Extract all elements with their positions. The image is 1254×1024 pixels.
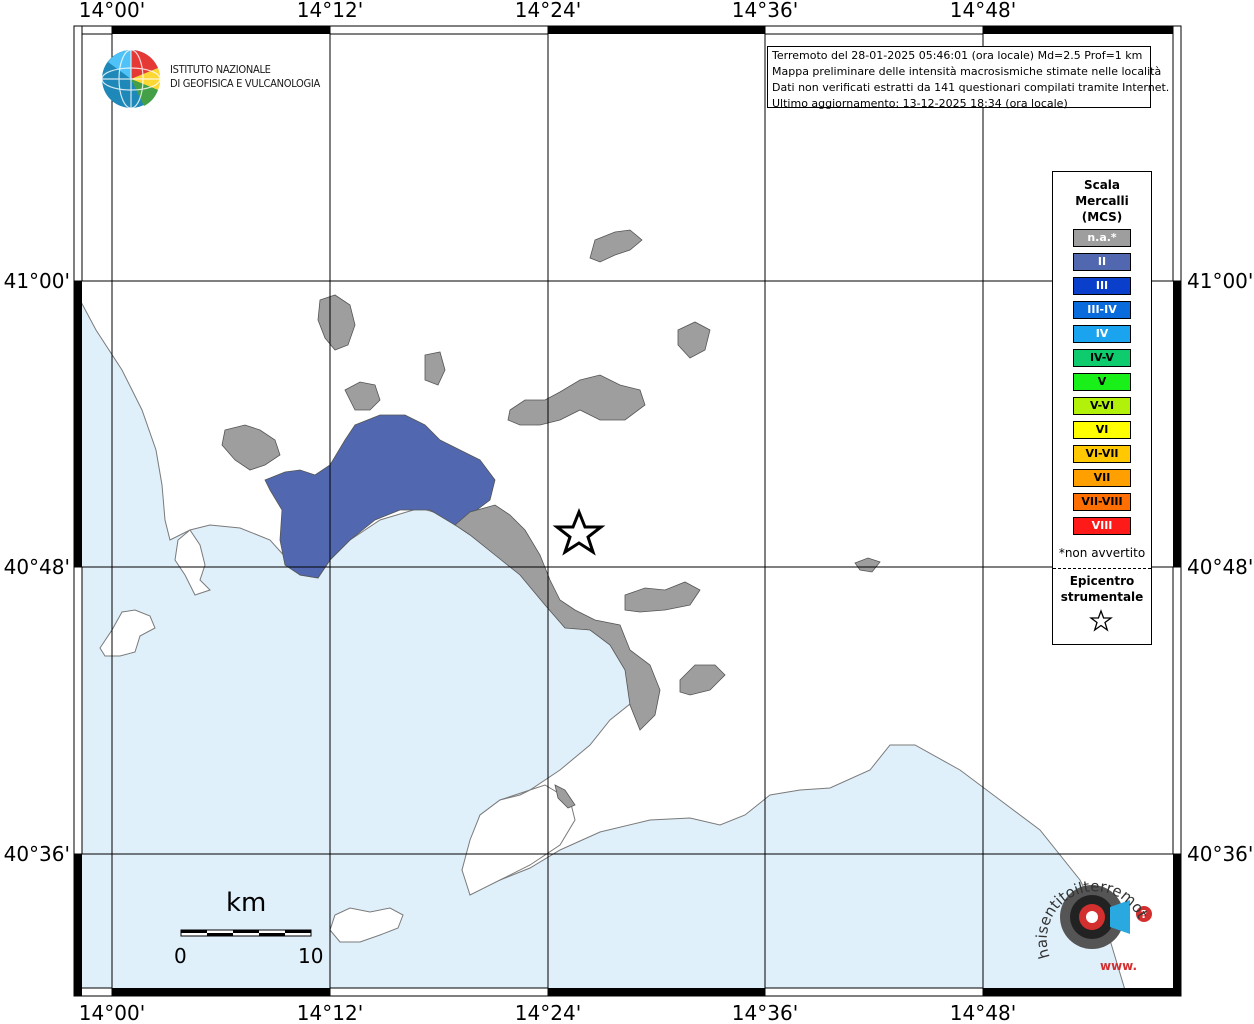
lon-label-bottom-1: 14°12' xyxy=(297,1001,363,1024)
scale-bar-min: 0 xyxy=(174,944,187,968)
ingv-logo-line2: DI GEOFISICA E VULCANOLOGIA xyxy=(170,77,320,90)
legend-title-line3: (MCS) xyxy=(1081,210,1123,224)
lat-label-right-2: 40°36' xyxy=(1187,842,1253,866)
scale-bar-unit: km xyxy=(226,888,267,918)
legend-swatch-2: III xyxy=(1073,277,1131,295)
legend-epicenter-label: Epicentro strumentale xyxy=(1053,573,1151,605)
event-info-box: Terremoto del 28-01-2025 05:46:01 (ora l… xyxy=(767,46,1170,110)
map-border xyxy=(73,25,1182,997)
sea-area xyxy=(79,299,1175,991)
lat-label-left-0: 41°00' xyxy=(4,269,70,293)
legend-title-line2: Mercalli xyxy=(1075,194,1129,208)
ingv-globe-icon xyxy=(101,49,161,109)
legend-swatch-1: II xyxy=(1073,253,1131,271)
na-area-north-3 xyxy=(344,381,381,411)
legend-swatch-6: V xyxy=(1073,373,1131,391)
lon-label-top-0: 14°00' xyxy=(79,0,145,22)
na-area-s-1 xyxy=(554,784,576,809)
lon-label-bottom-0: 14°00' xyxy=(79,1001,145,1024)
island-procida xyxy=(99,609,156,657)
lon-label-bottom-3: 14°36' xyxy=(732,1001,798,1024)
legend-swatch-11: VII-VIII xyxy=(1073,493,1131,511)
legend-star-icon xyxy=(1089,609,1113,632)
ingv-logo-line1: ISTITUTO NAZIONALE xyxy=(170,63,271,76)
na-area-ne-4 xyxy=(624,581,701,613)
legend-title-line1: Scala xyxy=(1083,178,1121,192)
scale-bar xyxy=(180,929,312,937)
na-area-ne-3 xyxy=(677,321,711,359)
lat-label-right-1: 40°48' xyxy=(1187,555,1253,579)
land-cape xyxy=(174,529,211,596)
na-area-ne-2 xyxy=(589,229,643,263)
epicenter-star xyxy=(552,507,606,556)
event-info-line3: Dati non verificati estratti da 141 ques… xyxy=(772,81,1170,94)
lat-label-left-1: 40°48' xyxy=(4,555,70,579)
na-area-ne-5 xyxy=(679,664,726,696)
legend-swatch-10: VII xyxy=(1073,469,1131,487)
lon-label-bottom-4: 14°48' xyxy=(950,1001,1016,1024)
legend-swatch-0: n.a.* xyxy=(1073,229,1131,247)
lon-label-top-3: 14°36' xyxy=(732,0,798,22)
mcs-legend: Scala Mercalli (MCS) n.a.* II III III-IV IV I… xyxy=(1052,171,1152,645)
haisentito-www: www. xyxy=(1100,959,1137,973)
lat-label-left-2: 40°36' xyxy=(4,842,70,866)
scale-bar-max: 10 xyxy=(298,944,324,968)
event-info-line2: Mappa preliminare delle intensità macros… xyxy=(772,65,1162,78)
island-capri xyxy=(329,907,404,943)
legend-swatch-7: V-VI xyxy=(1073,397,1131,415)
legend-title: Scala Mercalli (MCS) xyxy=(1053,177,1151,225)
legend-swatches: n.a.* II III III-IV IV IV-V V V-VI VI VI-VII VII VI… xyxy=(1073,229,1131,541)
lon-label-top-2: 14°24' xyxy=(515,0,581,22)
legend-epicenter-line1: Epicentro xyxy=(1069,574,1135,588)
legend-swatch-3: III-IV xyxy=(1073,301,1131,319)
legend-note: *non avvertito xyxy=(1058,546,1146,560)
na-area-north-2 xyxy=(221,424,281,471)
legend-swatch-9: VI-VII xyxy=(1073,445,1131,463)
legend-swatch-5: IV-V xyxy=(1073,349,1131,367)
haisentito-logo: ? haisentitoilterremoto.it www. xyxy=(1030,862,1152,973)
intensity-ii-area xyxy=(264,414,496,579)
event-info-line4: Ultimo aggiornamento: 13-12-2025 18:34 (… xyxy=(772,97,1068,110)
legend-swatch-8: VI xyxy=(1073,421,1131,439)
ingv-logo-text: ISTITUTO NAZIONALE DI GEOFISICA E VULCAN… xyxy=(170,63,320,91)
legend-swatch-12: VIII xyxy=(1073,517,1131,535)
legend-swatch-4: IV xyxy=(1073,325,1131,343)
event-info-line1: Terremoto del 28-01-2025 05:46:01 (ora l… xyxy=(772,49,1143,62)
svg-text:?: ? xyxy=(1141,908,1147,921)
graticule xyxy=(74,26,1181,996)
legend-epicenter-line2: strumentale xyxy=(1060,590,1144,604)
lon-label-bottom-2: 14°24' xyxy=(515,1001,581,1024)
na-area-north-4 xyxy=(424,351,446,386)
lon-label-top-1: 14°12' xyxy=(297,0,363,22)
lat-label-right-0: 41°00' xyxy=(1187,269,1253,293)
lon-label-top-4: 14°48' xyxy=(950,0,1016,22)
na-area-north-1 xyxy=(317,294,356,351)
na-area-ne-1 xyxy=(507,374,646,426)
legend-separator xyxy=(1053,568,1151,569)
